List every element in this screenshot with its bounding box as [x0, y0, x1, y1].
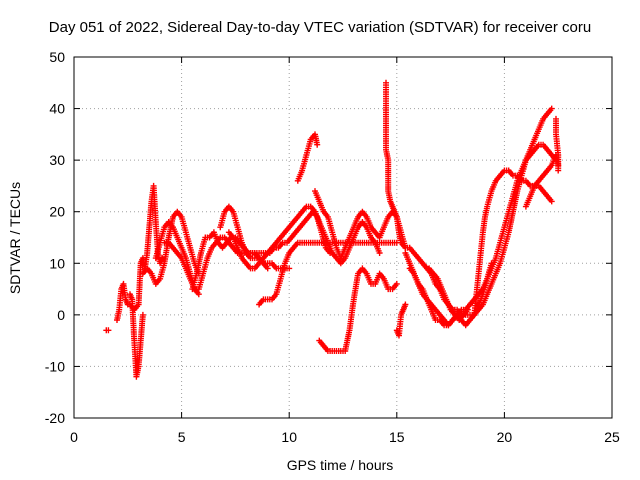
- axis-ticks: 0 5 10 15 20 25 -20 -10 0 10 20 30 40 50: [45, 49, 620, 445]
- series-track-15: [383, 79, 405, 246]
- series-track-11: [256, 239, 400, 308]
- x-tick-label: 10: [281, 429, 297, 445]
- chart-title: Day 051 of 2022, Sidereal Day-to-day VTE…: [49, 19, 591, 36]
- y-tick-label: 40: [49, 101, 65, 117]
- series-track-4: [127, 182, 166, 313]
- series-track-12: [294, 131, 321, 184]
- y-tick-label: 10: [49, 255, 65, 271]
- y-tick-label: -10: [45, 358, 65, 374]
- x-tick-label: 20: [497, 429, 513, 445]
- series-track-6: [152, 219, 293, 293]
- x-tick-label: 0: [70, 429, 78, 445]
- data-marks: [393, 301, 409, 339]
- series-track-16: [393, 301, 409, 339]
- series-track-20: [426, 265, 471, 323]
- series-track-2: [114, 280, 131, 323]
- series-track-1: [103, 327, 112, 334]
- data-marks: [316, 265, 400, 354]
- y-tick-label: 50: [49, 49, 65, 65]
- x-tick-label: 5: [178, 429, 186, 445]
- data-marks: [553, 115, 562, 174]
- data-marks: [127, 182, 166, 313]
- data-marks: [139, 208, 202, 287]
- data-marks: [426, 265, 471, 323]
- plot-frame: [73, 56, 613, 419]
- series-track-5: [139, 208, 202, 287]
- series-track-23: [553, 115, 562, 174]
- y-tick-label: 0: [57, 307, 65, 323]
- x-axis-label: GPS time / hours: [287, 457, 394, 473]
- series-track-14: [316, 265, 400, 354]
- y-tick-label: 30: [49, 152, 65, 168]
- data-marks: [114, 280, 131, 323]
- y-axis-label: SDTVAR / TECUs: [7, 182, 23, 294]
- data-marks: [294, 131, 321, 184]
- x-tick-label: 25: [604, 429, 620, 445]
- data-marks: [383, 79, 405, 246]
- x-tick-label: 15: [389, 429, 405, 445]
- data-marks: [152, 219, 293, 293]
- y-tick-label: -20: [45, 410, 65, 426]
- data-marks: [103, 327, 112, 334]
- y-tick-label: 20: [49, 204, 65, 220]
- data-points: [103, 79, 562, 380]
- data-marks: [256, 239, 400, 308]
